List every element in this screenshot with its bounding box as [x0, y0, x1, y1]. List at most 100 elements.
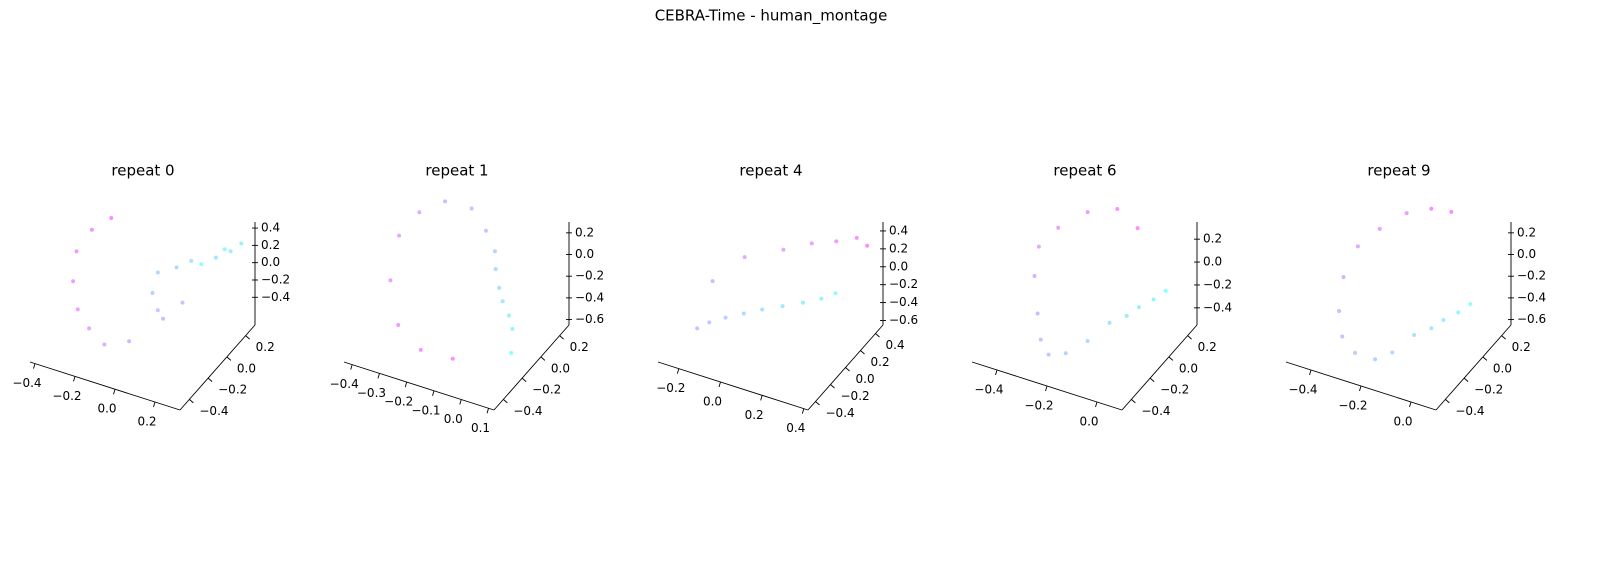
x-tick-label: 0.0: [703, 395, 722, 409]
y-tick-label: 0.4: [886, 338, 905, 352]
point: [1390, 350, 1395, 355]
point: [87, 326, 92, 331]
z-tick-label: −0.4: [1203, 300, 1232, 314]
z-tick-label: 0.0: [261, 255, 280, 269]
point: [801, 300, 805, 305]
point: [127, 339, 132, 344]
y-tick: [540, 356, 546, 361]
y-tick: [207, 377, 213, 382]
point: [1353, 350, 1358, 355]
x-tick: [1045, 385, 1048, 392]
x-tick-label: −0.4: [330, 377, 359, 391]
point: [213, 255, 218, 260]
subplot-title: repeat 6: [1053, 162, 1116, 180]
x-tick: [718, 381, 721, 388]
point: [854, 235, 859, 240]
y-tick: [189, 399, 194, 404]
point: [417, 210, 422, 215]
x-tick-label: 0.0: [444, 412, 463, 426]
point: [1056, 225, 1061, 230]
point: [443, 199, 448, 204]
y-tick-label: 0.2: [1198, 340, 1217, 354]
point: [1038, 337, 1043, 342]
point: [397, 233, 402, 238]
x-tick-label: 0.4: [786, 421, 805, 435]
point: [239, 241, 244, 246]
point: [500, 299, 505, 304]
y-tick: [845, 367, 850, 372]
subplot-title: repeat 0: [111, 162, 174, 180]
x-tick: [1309, 369, 1312, 376]
z-tick-label: −0.2: [1517, 269, 1546, 283]
point: [1136, 305, 1141, 310]
y-tick-label: −0.4: [826, 406, 855, 420]
point: [809, 241, 814, 246]
x-tick-label: −0.4: [1288, 383, 1317, 397]
z-tick-label: −0.2: [889, 277, 918, 291]
point: [1429, 206, 1434, 211]
y-tick: [1187, 335, 1192, 340]
x-tick-label: 0.0: [97, 402, 116, 416]
x-tick: [486, 408, 489, 414]
point: [1046, 352, 1051, 357]
x-tick: [676, 368, 680, 374]
x-tick-label: −0.2: [1338, 399, 1367, 413]
point: [819, 296, 824, 301]
point: [180, 300, 185, 305]
x-tick-label: 0.2: [745, 408, 764, 422]
y-axis: [1435, 324, 1512, 411]
y-tick: [875, 333, 880, 338]
x-tick: [73, 376, 76, 382]
point: [1085, 338, 1090, 343]
y-tick: [860, 350, 865, 355]
point: [102, 342, 107, 347]
point: [396, 322, 401, 327]
y-axis: [179, 324, 256, 411]
point: [833, 291, 838, 296]
x-tick: [377, 373, 380, 379]
z-tick-label: −0.6: [1517, 312, 1546, 326]
point: [1340, 334, 1345, 339]
y-tick-label: −0.4: [1455, 404, 1484, 418]
point: [155, 308, 160, 313]
subplot-title: repeat 1: [425, 162, 488, 180]
point: [760, 307, 765, 312]
x-tick: [1409, 401, 1412, 408]
z-tick-label: 0.4: [889, 223, 908, 237]
x-tick: [432, 390, 435, 396]
z-tick-label: −0.4: [261, 290, 290, 304]
point: [89, 227, 94, 232]
point: [506, 313, 511, 318]
point: [710, 279, 715, 284]
point: [510, 326, 515, 331]
point: [71, 279, 76, 284]
point: [74, 249, 79, 254]
y-tick-label: −0.2: [1160, 383, 1189, 397]
point: [1337, 309, 1342, 314]
y-tick-label: −0.4: [1141, 404, 1170, 418]
x-tick: [459, 399, 462, 405]
x-tick-label: 0.0: [1393, 415, 1412, 429]
point: [834, 239, 839, 244]
y-tick-label: 0.0: [1493, 361, 1512, 375]
x-tick: [153, 401, 156, 408]
x-tick-label: −0.4: [974, 383, 1003, 397]
y-tick-label: 0.0: [1179, 361, 1198, 375]
point: [742, 255, 747, 260]
point: [1085, 210, 1090, 215]
point: [155, 270, 160, 275]
point: [780, 304, 785, 309]
y-tick-label: −0.2: [841, 389, 870, 403]
z-tick-label: −0.2: [1203, 277, 1232, 291]
point: [450, 356, 455, 361]
point: [865, 243, 870, 248]
y-tick-label: −0.2: [1474, 383, 1503, 397]
x-tick-label: −0.2: [52, 389, 81, 403]
point: [1135, 226, 1140, 231]
x-tick: [350, 364, 353, 370]
y-tick: [1445, 399, 1450, 404]
point: [228, 249, 233, 254]
subplot-title: repeat 4: [739, 162, 802, 180]
z-tick-label: 0.0: [889, 259, 908, 273]
